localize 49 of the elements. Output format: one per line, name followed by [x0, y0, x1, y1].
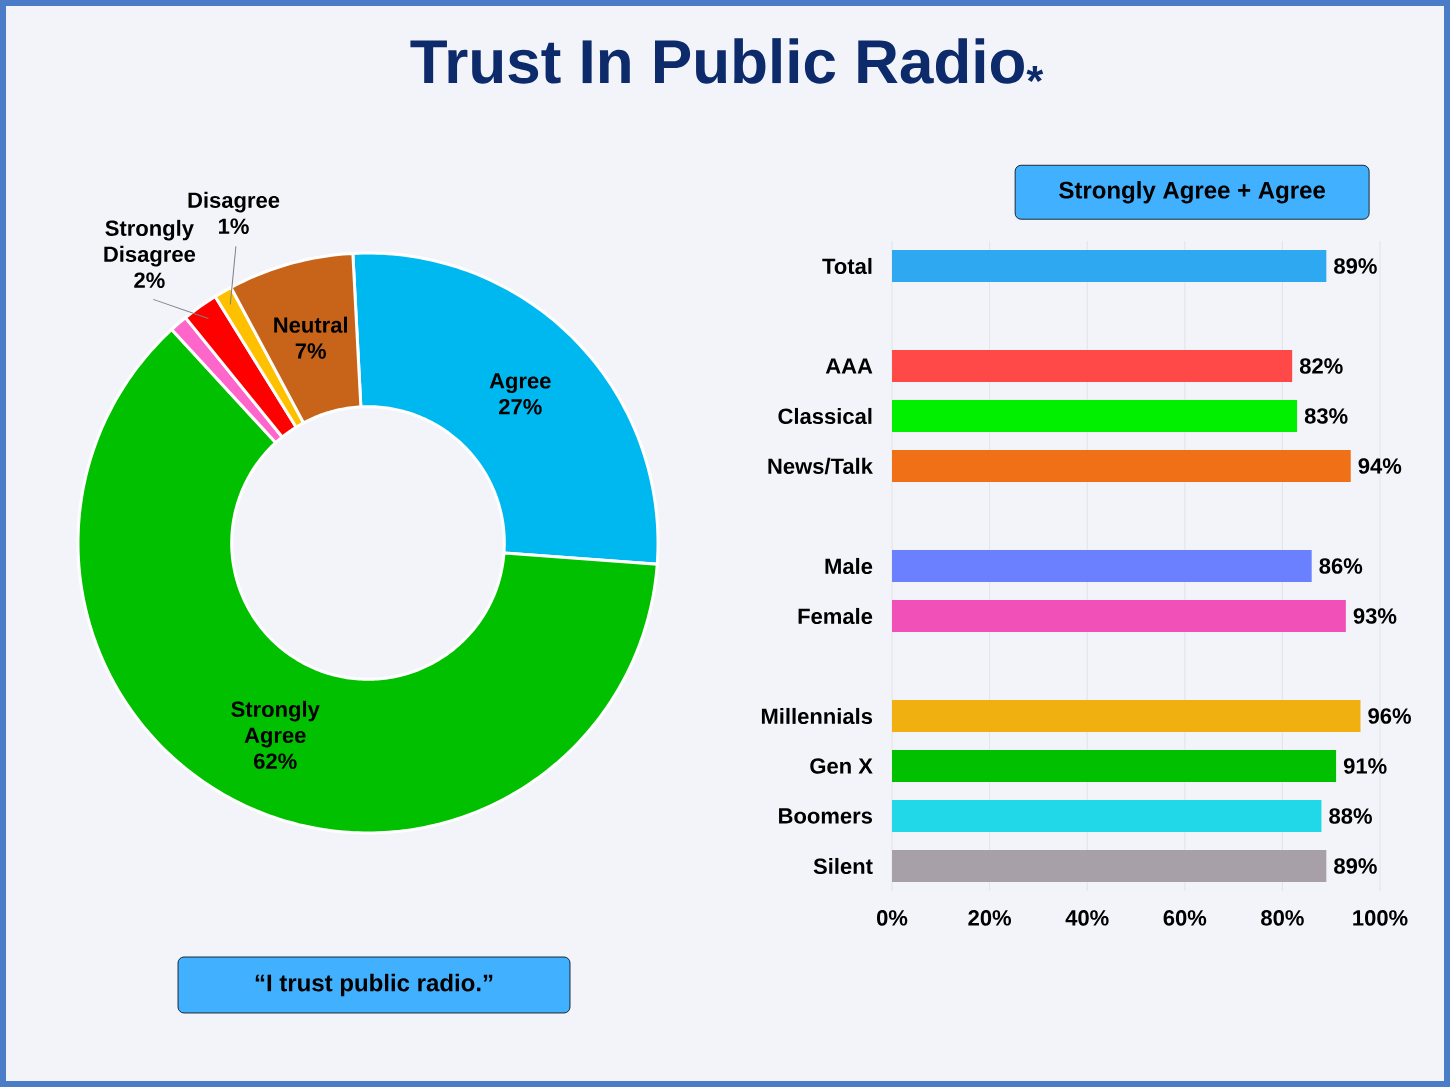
bar: [892, 800, 1322, 833]
data-label: 82%: [1299, 358, 1343, 374]
data-label: 7%: [295, 343, 326, 359]
bar: [892, 700, 1361, 733]
data-label: 86%: [1319, 558, 1363, 574]
chart-title: Strongly Agree + Agree: [1059, 181, 1325, 204]
y-tick-label: Millennials: [761, 707, 873, 725]
slice-label: Agree: [489, 373, 551, 393]
x-tick-label: 40%: [1065, 910, 1109, 926]
bar: [892, 450, 1351, 482]
chart-title: Trust In Public Radio$_{*}$: [410, 38, 1044, 84]
data-label: 62%: [254, 753, 297, 769]
bar: [892, 350, 1293, 382]
bar: [892, 850, 1327, 883]
x-tick-label: 80%: [1261, 910, 1304, 926]
data-label: 91%: [1343, 758, 1387, 774]
data-label: 94%: [1358, 458, 1402, 474]
data-label: 96%: [1368, 708, 1411, 724]
data-label: 27%: [499, 398, 542, 415]
x-tick-label: 20%: [968, 910, 1012, 926]
slice-label: Strongly Disagree: [104, 219, 196, 267]
x-tick-label: 60%: [1163, 910, 1207, 926]
bar: [892, 550, 1312, 582]
x-tick-label: 0%: [876, 910, 908, 926]
data-label: 89%: [1334, 858, 1377, 874]
data-label: 93%: [1353, 608, 1397, 624]
y-tick-label: Female: [798, 607, 873, 625]
y-tick-label: Boomers: [779, 808, 873, 824]
y-tick-label: Total: [822, 257, 872, 275]
y-tick-label: AAA: [825, 358, 873, 374]
data-label: 89%: [1334, 258, 1377, 274]
bar: [892, 400, 1298, 432]
y-tick-label: Silent: [813, 857, 873, 875]
y-tick-label: News/Talk: [768, 457, 873, 475]
bar: [892, 250, 1327, 282]
y-tick-label: Gen X: [810, 758, 873, 774]
y-tick-label: Classical: [778, 407, 872, 425]
slice-label: Disagree: [188, 191, 280, 213]
y-tick-label: Male: [825, 557, 873, 575]
slice-label: Strongly Agree: [231, 700, 320, 748]
x-tick-label: 100%: [1353, 910, 1408, 926]
data-label: 1%: [219, 218, 249, 234]
data-label: 2%: [134, 272, 165, 288]
data-label: 83%: [1304, 408, 1348, 424]
text: “I trust public radio.”: [255, 973, 493, 997]
bar: [892, 750, 1337, 783]
bar: [892, 600, 1346, 632]
slice-label: Neutral: [274, 316, 347, 333]
data-label: 88%: [1329, 808, 1372, 824]
